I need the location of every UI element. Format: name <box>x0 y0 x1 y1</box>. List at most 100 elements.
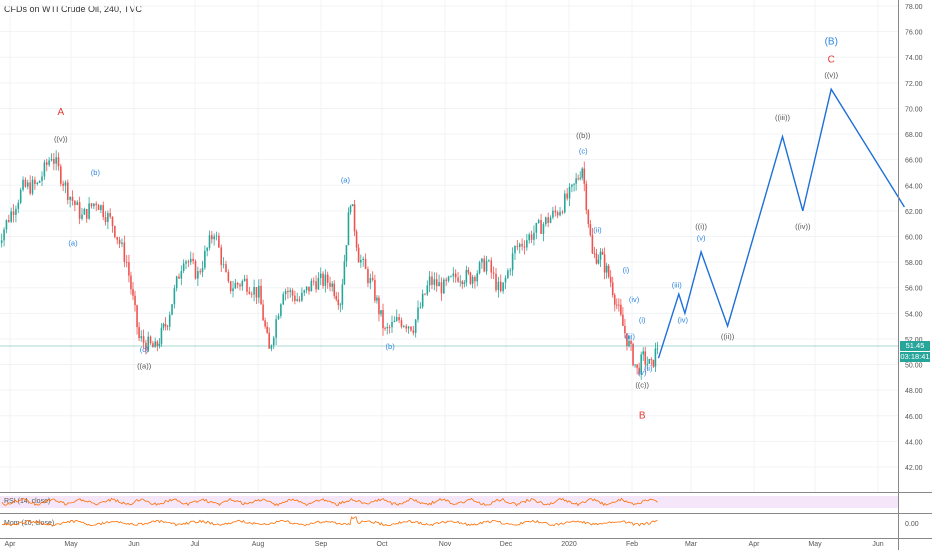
candle-body <box>234 283 237 289</box>
y-tick-label: 62.00 <box>905 209 923 216</box>
candle-body <box>104 217 107 222</box>
candle-body <box>123 242 126 263</box>
candle-body <box>528 234 531 241</box>
grid <box>0 0 898 492</box>
candle-body <box>250 293 253 295</box>
candle-body <box>393 320 396 322</box>
candle-body <box>597 259 600 264</box>
candle-body <box>465 269 468 283</box>
candle-body <box>499 281 502 292</box>
candle-body <box>125 262 128 263</box>
candle-body <box>132 289 134 296</box>
x-tick-label: Sep <box>315 541 328 548</box>
candle-body <box>34 179 36 184</box>
y-tick-label: 78.00 <box>905 4 923 11</box>
candle-body <box>563 193 566 213</box>
candle-body <box>268 332 270 349</box>
candle-body <box>478 262 481 274</box>
candle-body <box>388 327 391 328</box>
candle-body <box>540 220 542 234</box>
candle-body <box>258 285 260 298</box>
candle-body <box>483 258 486 272</box>
candle-body <box>12 211 15 215</box>
x-tick-label: Oct <box>377 541 388 548</box>
candle-body <box>335 295 338 300</box>
candle-body <box>138 327 140 339</box>
candle-body <box>595 253 598 264</box>
candle-body <box>521 243 523 247</box>
candle-body <box>308 286 310 292</box>
candle-body <box>149 336 152 344</box>
candle-body <box>130 275 132 290</box>
candle-body <box>355 231 358 248</box>
candle-body <box>192 258 194 262</box>
candle-body <box>467 269 470 273</box>
candle-body <box>324 274 327 286</box>
wave-label: ((v)) <box>824 71 838 80</box>
x-tick-label: Aug <box>252 541 265 548</box>
wave-label: (iv) <box>678 315 689 324</box>
candle-body <box>319 273 322 278</box>
candle-body <box>648 359 651 364</box>
candle-body <box>166 326 169 327</box>
wave-projection-line <box>657 87 905 359</box>
candle-body <box>351 204 354 207</box>
candle-body <box>504 277 507 283</box>
candle-body <box>575 178 577 184</box>
wave-label: ((b)) <box>576 131 591 140</box>
x-tick-label: Apr <box>749 541 761 548</box>
candle-body <box>481 258 483 263</box>
candle-body <box>134 295 136 306</box>
mom-label: Mom (10, close) <box>4 520 54 527</box>
candle-body <box>0 240 3 243</box>
candle-body <box>241 281 244 287</box>
candle-body <box>93 203 95 207</box>
candle-body <box>38 180 41 183</box>
candle-body <box>357 247 360 263</box>
candle-body <box>168 314 171 327</box>
candle-body <box>353 204 356 232</box>
candle-body <box>298 299 301 301</box>
candle-body <box>208 235 211 248</box>
candle-body <box>474 276 476 282</box>
candle-body <box>215 235 218 237</box>
candle-body <box>180 271 183 279</box>
y-tick-label: 50.00 <box>905 363 923 370</box>
candle-body <box>440 282 443 294</box>
mom-zero-tick: 0.00 <box>905 521 919 528</box>
candle-body <box>272 337 275 346</box>
candle-body <box>211 235 213 240</box>
y-tick-label: 76.00 <box>905 30 923 37</box>
candle-body <box>136 305 138 328</box>
candle-body <box>78 202 81 219</box>
candle-body <box>566 193 568 199</box>
candle-body <box>400 320 403 327</box>
wave-label: (b) <box>91 168 101 177</box>
candle-body <box>107 213 109 222</box>
candle-body <box>162 324 165 328</box>
candle-body <box>236 283 239 285</box>
candle-body <box>24 179 27 187</box>
candle-body <box>315 281 317 290</box>
candle-body <box>607 265 610 277</box>
candle-body <box>414 319 417 333</box>
candle-body <box>509 270 512 272</box>
candle-body <box>650 359 653 360</box>
candle-body <box>450 276 452 278</box>
candle-body <box>523 246 526 248</box>
candle-body <box>31 179 34 194</box>
x-tick-label: Jun <box>128 541 139 548</box>
y-tick-label: 54.00 <box>905 311 923 318</box>
candle-body <box>424 293 426 295</box>
candle-body <box>461 281 464 285</box>
candle-body <box>305 286 308 291</box>
candle-body <box>206 247 208 251</box>
candle-body <box>175 276 178 289</box>
candle-body <box>438 282 440 287</box>
wave-label: ((a)) <box>137 361 152 370</box>
candle-body <box>102 205 105 218</box>
candle-body <box>88 203 90 219</box>
candle-body <box>160 327 163 344</box>
